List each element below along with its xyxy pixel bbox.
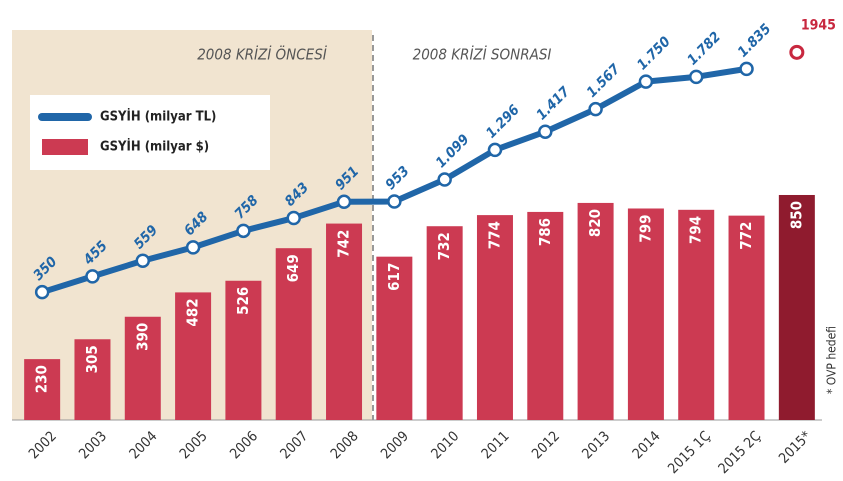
x-tick-label: 2012 <box>529 428 563 462</box>
line-label: 1.782 <box>685 29 725 69</box>
line-point <box>387 194 402 209</box>
x-tick-label: 2011 <box>479 428 513 462</box>
bar-label: 305 <box>83 345 101 373</box>
bar <box>275 248 312 420</box>
bar <box>24 359 61 420</box>
bar-label: 482 <box>184 298 202 326</box>
line-point <box>185 240 201 255</box>
bar-label: 794 <box>687 216 705 244</box>
line-point <box>135 253 151 269</box>
bar <box>74 339 111 420</box>
line-point <box>437 172 452 187</box>
bar-label: 649 <box>284 254 302 282</box>
bar-label: 230 <box>33 365 51 393</box>
bar-label: 742 <box>335 230 353 258</box>
x-tick-label: 2013 <box>579 428 613 462</box>
bar <box>426 226 463 420</box>
legend <box>30 95 270 170</box>
annotation: 2008 KRİZİ SONRASI <box>413 45 552 64</box>
line-label: 1.835 <box>735 21 775 61</box>
bar <box>577 202 614 420</box>
bar-label: 786 <box>536 218 554 246</box>
line-label: 953 <box>383 163 413 193</box>
x-tick-label: 2003 <box>76 428 110 462</box>
bar <box>175 292 212 420</box>
bar-label: 772 <box>737 222 755 250</box>
x-tick-label: 2014 <box>630 428 664 462</box>
bar <box>778 194 815 420</box>
bar-label: 774 <box>485 221 503 249</box>
x-tick-label: 2015* <box>776 428 814 466</box>
bar-label: 732 <box>435 232 453 260</box>
x-tick-label: 2006 <box>227 428 261 462</box>
line-point <box>688 69 704 85</box>
footnote: * OVP hedefi <box>825 326 839 394</box>
x-tick-label: 2008 <box>328 428 362 462</box>
bar-label: 390 <box>133 323 151 351</box>
legend-label: GSYİH (milyar $) <box>100 139 209 155</box>
bar-label: 820 <box>586 209 604 237</box>
line-point <box>789 44 805 60</box>
annotation: 2008 KRİZİ ÖNCESİ <box>197 45 328 64</box>
x-tick-label: 2007 <box>277 428 311 462</box>
bar <box>627 208 664 420</box>
bar <box>326 223 363 420</box>
x-tick-label: 2005 <box>177 428 211 462</box>
line-point <box>34 284 50 300</box>
line-point <box>286 210 301 226</box>
bar <box>225 280 262 420</box>
x-tick-label: 2004 <box>126 428 160 462</box>
x-tick-label: 2009 <box>378 428 412 462</box>
bar-label: 850 <box>787 201 805 229</box>
line-point <box>236 223 251 239</box>
bar <box>678 209 715 420</box>
bar <box>527 211 564 420</box>
bar-label: 799 <box>636 214 654 242</box>
bar <box>376 256 413 420</box>
line-point <box>85 269 100 284</box>
x-tick-label: 2015 2Ç <box>715 428 764 477</box>
x-tick-label: 2010 <box>428 428 462 462</box>
line-point <box>487 142 503 158</box>
line-point <box>538 124 553 139</box>
line-label: 1.296 <box>483 102 523 142</box>
line-label: 1.750 <box>634 34 674 74</box>
legend-label: GSYİH (milyar TL) <box>100 109 216 125</box>
line-point <box>336 194 352 210</box>
bar <box>476 215 513 420</box>
legend-swatch <box>42 139 88 155</box>
bar <box>124 316 161 420</box>
x-tick-label: 2002 <box>26 428 60 462</box>
line-point <box>739 61 754 77</box>
x-tick-label: 2015 1Ç <box>665 428 714 477</box>
line-point <box>638 74 654 89</box>
bar-label: 617 <box>385 263 403 291</box>
line-label: 1.417 <box>534 84 574 124</box>
bar <box>728 215 765 420</box>
bar-label: 526 <box>234 287 252 315</box>
line-point <box>588 101 603 117</box>
line-label: 1945 <box>801 17 836 33</box>
